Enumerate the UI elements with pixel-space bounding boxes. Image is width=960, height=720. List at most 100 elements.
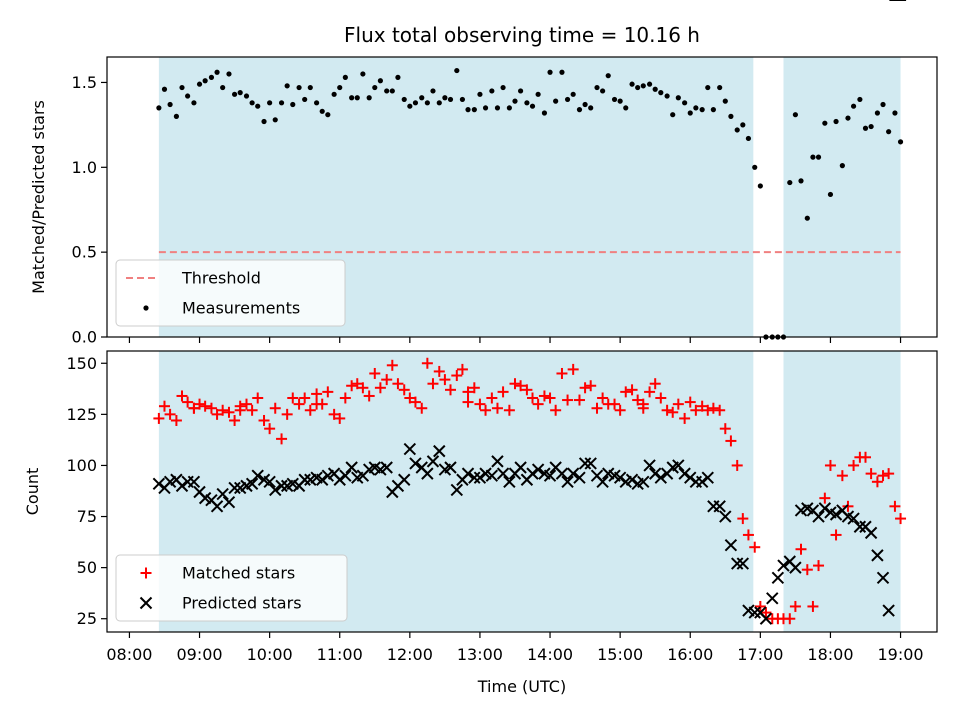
data-point (567, 363, 579, 375)
x-stroke-b (193, 485, 206, 499)
data-point (269, 402, 281, 414)
data-point (299, 392, 311, 404)
y-tick-label: 100 (66, 456, 97, 475)
data-point (637, 398, 649, 410)
data-point (156, 105, 162, 111)
data-point (421, 357, 433, 369)
data-point (798, 178, 804, 184)
data-point (228, 481, 241, 495)
data-point (547, 69, 553, 75)
data-point (342, 74, 348, 80)
data-point (357, 382, 369, 394)
data-point (705, 84, 711, 91)
data-point (555, 467, 569, 480)
data-point (707, 402, 719, 414)
data-point (311, 388, 323, 400)
data-point (591, 402, 603, 414)
x-stroke-b (543, 469, 557, 482)
data-point (897, 139, 904, 145)
data-point (392, 378, 404, 390)
data-point (263, 475, 276, 488)
data-point (217, 404, 229, 416)
x-stroke-b (286, 477, 299, 491)
data-point (736, 557, 750, 570)
data-point (416, 402, 428, 414)
x-tick-label: 10:00 (247, 645, 293, 664)
x-axis-title: Time (UTC) (477, 677, 566, 696)
data-point (202, 78, 208, 84)
data-point (194, 398, 206, 410)
data-point (658, 90, 664, 96)
data-point (862, 125, 869, 131)
x-stroke-b (876, 571, 890, 585)
data-point (839, 163, 845, 169)
data-point (284, 83, 290, 89)
count-panel: 25 50 75 100 125 150 08:00 09:00 10:00 11:00 12:00… (23, 0, 938, 664)
data-point (234, 404, 246, 416)
x-stroke-b (549, 461, 562, 474)
data-point (480, 404, 492, 416)
data-point (395, 74, 401, 80)
data-point (161, 86, 168, 92)
data-point (409, 457, 422, 470)
data-point (474, 398, 486, 410)
y-tick-label: 0.0 (72, 328, 97, 347)
x-stroke-b (275, 479, 288, 493)
data-point (199, 400, 211, 412)
data-point (611, 96, 618, 103)
data-point (372, 84, 378, 91)
data-point (424, 100, 430, 106)
data-point (255, 103, 261, 109)
data-point (795, 543, 807, 555)
data-point (635, 84, 641, 91)
y-axis-title: Count (23, 468, 42, 516)
data-point (401, 96, 407, 103)
legend-entry: Predicted stars (139, 594, 302, 613)
x-tick-label: 16:00 (667, 645, 713, 664)
x-stroke-b (468, 471, 481, 484)
data-point (740, 122, 746, 128)
x-stroke-b (742, 604, 755, 617)
data-point (576, 107, 583, 113)
data-point (450, 483, 464, 497)
x-stroke-b (578, 457, 592, 470)
data-point (877, 470, 889, 482)
data-point (850, 103, 857, 109)
data-point (648, 467, 662, 480)
data-point (216, 487, 229, 501)
data-point (640, 83, 646, 89)
x-stroke-b (450, 483, 464, 497)
data-point (824, 459, 836, 471)
x-stroke-b (514, 461, 527, 474)
legend-label: Matched stars (182, 564, 295, 583)
x-stroke-b (672, 459, 685, 472)
data-point (349, 95, 355, 101)
x-stroke-b (731, 557, 744, 570)
data-point (684, 396, 696, 408)
data-point (444, 384, 456, 396)
data-point (654, 471, 668, 484)
x-stroke-b (485, 469, 499, 482)
data-point (509, 378, 521, 390)
data-point (506, 105, 512, 111)
x-stroke-b (409, 457, 422, 470)
data-point (695, 475, 709, 488)
x-stroke-b (327, 467, 341, 480)
data-point (231, 91, 238, 97)
data-point (275, 479, 288, 493)
data-point (500, 84, 506, 91)
x-stroke-b (602, 467, 615, 480)
data-point (433, 444, 446, 458)
x-stroke-b (754, 606, 767, 619)
data-point (842, 500, 854, 512)
x-stroke-b (298, 473, 311, 486)
data-point (696, 400, 708, 412)
data-point (208, 74, 215, 80)
data-point (526, 467, 539, 480)
data-point (290, 101, 296, 108)
data-point (675, 95, 681, 101)
data-point (535, 91, 541, 97)
x-stroke-b (836, 504, 849, 517)
data-point (220, 84, 226, 91)
